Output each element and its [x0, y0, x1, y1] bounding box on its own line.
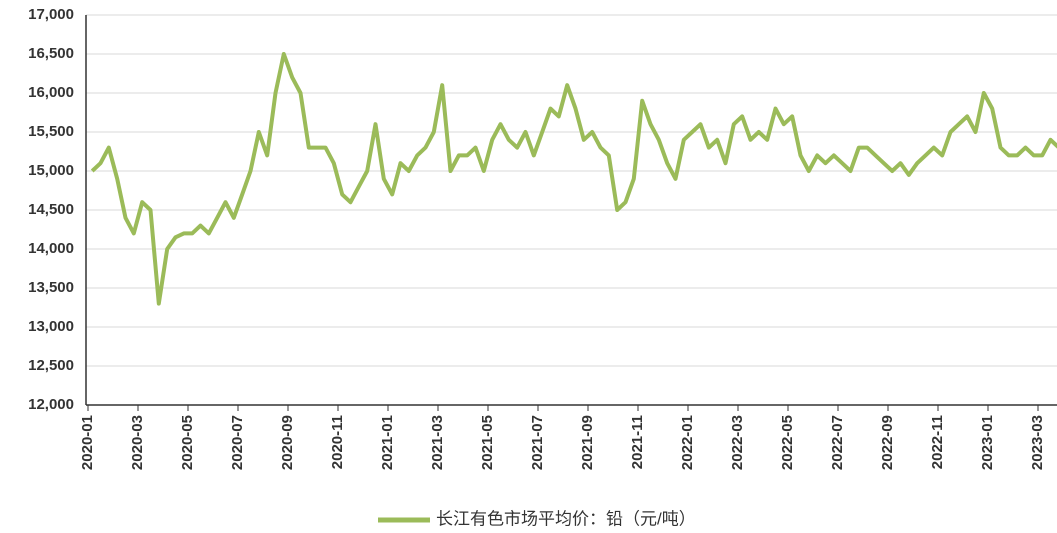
x-tick-label: 2020-03 — [129, 415, 146, 470]
x-tick-label: 2023-03 — [1029, 415, 1046, 470]
legend-label: 长江有色市场平均价：铅（元/吨） — [436, 509, 696, 528]
x-tick-label: 2021-01 — [379, 415, 396, 470]
x-tick-label: 2020-11 — [329, 415, 346, 469]
y-tick-label: 12,500 — [28, 357, 74, 374]
y-tick-label: 16,500 — [28, 45, 74, 62]
x-tick-label: 2020-01 — [79, 415, 96, 470]
x-tick-label: 2022-11 — [929, 415, 946, 469]
x-tick-label: 2022-09 — [879, 415, 896, 470]
x-tick-label: 2020-07 — [229, 415, 246, 470]
x-tick-label: 2022-05 — [779, 415, 796, 470]
y-tick-label: 15,000 — [28, 162, 74, 179]
y-tick-label: 15,500 — [28, 123, 74, 140]
x-tick-label: 2022-01 — [679, 415, 696, 470]
x-tick-label: 2021-03 — [429, 415, 446, 470]
y-tick-label: 17,000 — [28, 6, 74, 23]
x-tick-label: 2021-07 — [529, 415, 546, 470]
x-tick-label: 2020-09 — [279, 415, 296, 470]
y-tick-label: 12,000 — [28, 396, 74, 413]
x-tick-label: 2020-05 — [179, 415, 196, 470]
y-tick-label: 13,000 — [28, 318, 74, 335]
plot-area — [90, 52, 1057, 306]
x-tick-label: 2023-01 — [979, 415, 996, 470]
y-tick-label: 14,500 — [28, 201, 74, 218]
x-tick-label: 2021-05 — [479, 415, 496, 470]
x-tick-label: 2021-11 — [629, 415, 646, 469]
x-tick-label: 2022-07 — [829, 415, 846, 470]
y-tick-label: 16,000 — [28, 84, 74, 101]
y-tick-label: 14,000 — [28, 240, 74, 257]
y-tick-label: 13,500 — [28, 279, 74, 296]
line-series — [90, 52, 1057, 306]
x-tick-label: 2022-03 — [729, 415, 746, 470]
x-tick-label: 2021-09 — [579, 415, 596, 470]
